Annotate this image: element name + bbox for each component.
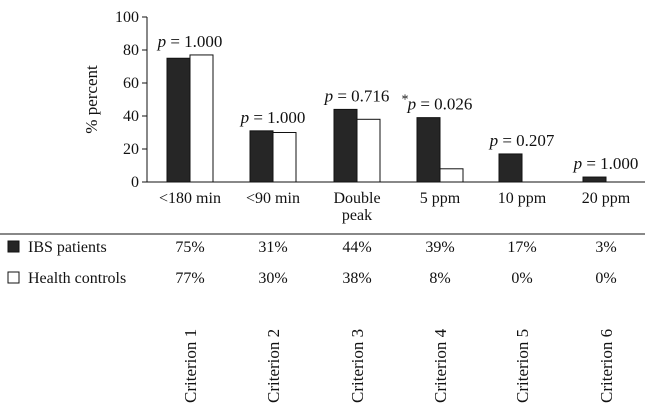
criterion-label: Criterion 1	[181, 329, 200, 403]
table-cell: 0%	[595, 270, 616, 287]
ibs-legend-label: IBS patients	[28, 239, 107, 256]
p-value-label: p = 0.026	[407, 95, 473, 114]
ibs-legend-swatch	[7, 240, 20, 253]
table-cell: 8%	[429, 270, 450, 287]
p-value-label: p = 0.716	[324, 86, 390, 105]
y-tick-label: 60	[123, 75, 139, 92]
table-cell: 39%	[425, 239, 454, 256]
table-cell: 0%	[511, 270, 532, 287]
control-bar-1	[189, 54, 214, 183]
table-cell: 75%	[175, 239, 204, 256]
y-tick-label: 20	[123, 141, 139, 158]
criterion-label: Criterion 5	[513, 329, 532, 403]
table-cell: 44%	[342, 239, 371, 256]
table-cell: 38%	[342, 270, 371, 287]
control-bar-4	[439, 168, 464, 183]
x-tick-label: Double	[333, 190, 380, 207]
criterion-label: Criterion 2	[264, 329, 283, 403]
table-cell: 30%	[258, 270, 287, 287]
x-tick-label: 10 ppm	[498, 190, 547, 207]
y-tick-label: 40	[123, 108, 139, 125]
y-tick-label: 80	[123, 42, 139, 59]
ibs-bar-6	[582, 176, 607, 183]
ibs-bar-1	[166, 57, 191, 183]
table-cell: 77%	[175, 270, 204, 287]
x-tick-label: 20 ppm	[582, 190, 631, 207]
chart-bars	[166, 54, 607, 183]
chart-axes: 0 20 40 60 80 100 % percent	[82, 9, 645, 191]
ibs-bar-5	[498, 153, 523, 183]
y-axis-title: % percent	[82, 65, 101, 134]
p-value-label: p = 1.000	[573, 154, 639, 173]
x-tick-label: peak	[342, 207, 372, 224]
y-tick-label: 100	[115, 9, 139, 26]
p-value-label: p = 1.000	[157, 32, 223, 51]
ibs-bar-3	[333, 108, 358, 183]
ibs-bar-4	[416, 117, 441, 183]
p-value-annotations: p = 1.000 p = 1.000 p = 0.716 p = 0.026* p =…	[157, 32, 639, 173]
data-table: IBS patients 75% 31% 44% 39% 17% 3% Health cont…	[0, 233, 645, 287]
control-bar-2	[272, 132, 297, 183]
table-cell: 31%	[258, 239, 287, 256]
criterion-label: Criterion 3	[348, 329, 367, 403]
significance-star: *	[402, 93, 409, 108]
y-tick-label: 0	[131, 174, 139, 191]
table-cell: 3%	[595, 239, 616, 256]
x-tick-label: 5 ppm	[420, 190, 461, 207]
table-cell: 17%	[507, 239, 536, 256]
criterion-label: Criterion 6	[597, 329, 616, 403]
control-bar-3	[356, 118, 381, 183]
x-tick-label: <90 min	[246, 190, 300, 207]
criterion-labels: Criterion 1 Criterion 2 Criterion 3 Criteri…	[181, 328, 616, 403]
criterion-label: Criterion 4	[431, 328, 450, 403]
ibs-bar-2	[249, 130, 274, 183]
p-value-label: p = 1.000	[240, 108, 306, 127]
x-tick-label: <180 min	[159, 190, 221, 207]
p-value-label: p = 0.207	[489, 131, 555, 150]
control-legend-swatch	[7, 271, 20, 284]
control-legend-label: Health controls	[28, 270, 126, 287]
